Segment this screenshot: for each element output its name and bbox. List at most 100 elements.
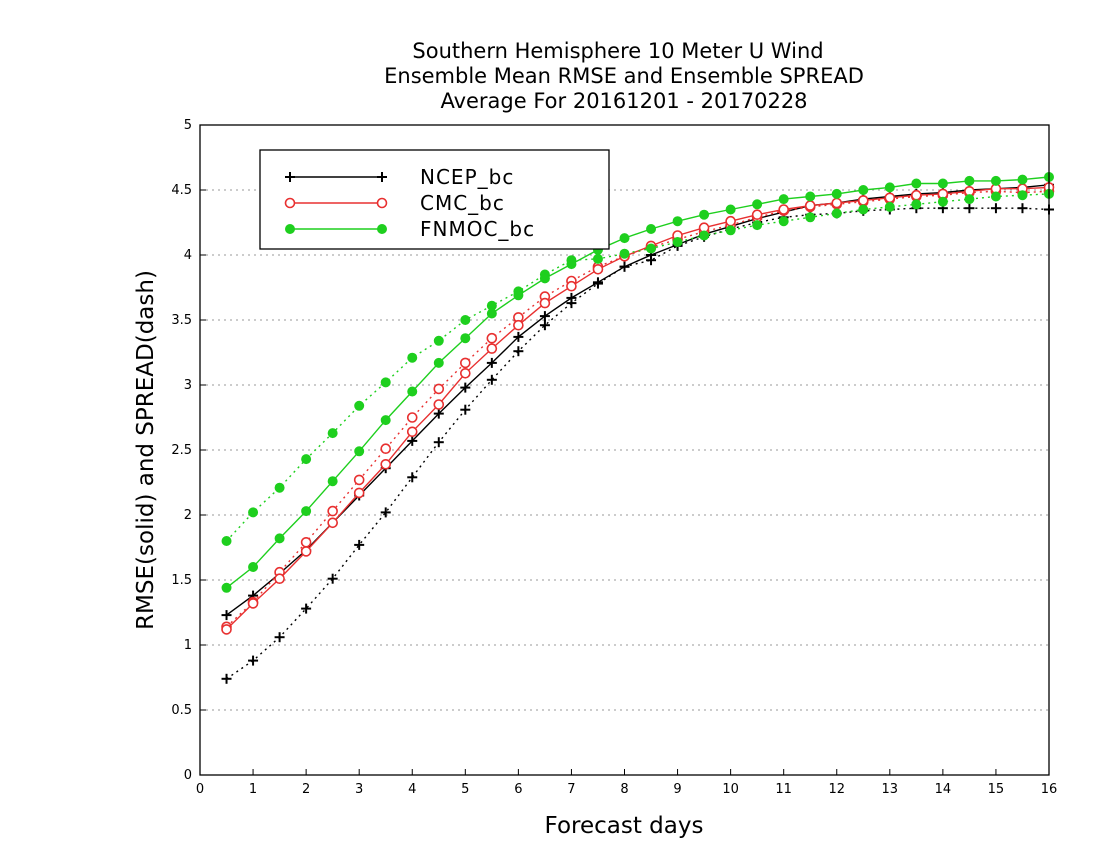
legend-entry-cmc-bc: CMC_bc (284, 191, 504, 215)
cmc-bc-rmse-point (884, 192, 896, 204)
y-tick-label: 0.5 (171, 703, 192, 718)
x-axis-ticks: 0 1 2 3 4 5 6 7 8 9 10 11 12 13 14 15 16 (196, 769, 1057, 797)
x-tick-label: 10 (722, 782, 739, 797)
x-tick-label: 13 (882, 782, 899, 797)
fnmoc-bc-rmse-point (619, 233, 630, 244)
fnmoc-bc-spread-point (672, 237, 683, 247)
legend-marker (377, 172, 387, 182)
cmc-bc-rmse-point (831, 197, 843, 209)
cmc-bc-spread-point (486, 332, 498, 344)
fnmoc-bc-rmse-point (858, 185, 869, 195)
cmc-bc-spread-point (460, 357, 471, 369)
fnmoc-bc-rmse-point (672, 216, 683, 227)
x-tick-label: 11 (775, 782, 792, 797)
ncep-bc-rmse-point (486, 357, 497, 368)
fnmoc-bc-rmse-point (699, 209, 710, 220)
x-tick-label: 6 (514, 782, 522, 797)
fnmoc-bc-rmse-point (539, 273, 550, 284)
fnmoc-bc-spread-point (699, 230, 710, 241)
ncep-bc-rmse-point (566, 292, 577, 303)
cmc-bc-spread-series (221, 186, 1055, 633)
fnmoc-bc-spread-point (407, 352, 418, 363)
cmc-bc-rmse-point (300, 546, 312, 557)
ncep-bc-rmse-point (592, 277, 603, 288)
ncep-bc-rmse-point (407, 435, 418, 446)
legend-marker (285, 172, 295, 182)
y-tick-label: 0 (184, 768, 192, 783)
fnmoc-bc-spread-point (433, 335, 444, 346)
ncep-bc-spread-point (513, 346, 524, 357)
cmc-bc-rmse-point (221, 624, 232, 635)
legend-marker (285, 224, 295, 234)
fnmoc-bc-spread-point (354, 400, 365, 411)
cmc-bc-spread-line (226, 190, 1050, 628)
x-tick-label: 3 (355, 782, 363, 797)
fnmoc-bc-spread-point (619, 248, 630, 259)
fnmoc-bc-rmse-point (486, 308, 497, 319)
y-axis-ticks: 0 0.5 1 1.5 2 2.5 3 3.5 4 4.5 5 (171, 118, 206, 783)
ncep-bc-spread-point (248, 655, 259, 666)
fnmoc-bc-rmse-point (221, 582, 232, 593)
x-tick-label: 8 (620, 782, 628, 797)
x-tick-label: 15 (988, 782, 1005, 797)
legend-label: FNMOC_bc (420, 217, 535, 241)
fnmoc-bc-spread-point (301, 454, 312, 465)
legend-label: NCEP_bc (420, 165, 514, 189)
cmc-bc-rmse-point (406, 426, 418, 438)
fnmoc-bc-spread-point (752, 220, 763, 231)
fnmoc-bc-rmse-series (221, 172, 1054, 593)
ncep-bc-spread-point (327, 573, 338, 584)
y-tick-label: 1 (184, 638, 192, 653)
fnmoc-bc-spread-point (327, 428, 338, 439)
x-tick-label: 5 (461, 782, 469, 797)
cmc-bc-rmse-point (778, 204, 789, 215)
y-axis-label: RMSE(solid) and SPREAD(dash) (133, 270, 159, 630)
chart-title: Southern Hemisphere 10 Meter U Wind Ense… (384, 39, 864, 113)
fnmoc-bc-rmse-point (433, 357, 444, 368)
fnmoc-bc-rmse-point (725, 204, 736, 215)
legend-entry-ncep-bc: NCEP_bc (285, 165, 514, 189)
cmc-bc-rmse-point (486, 343, 498, 354)
x-tick-label: 2 (302, 782, 310, 797)
x-tick-label: 12 (828, 782, 845, 797)
cmc-bc-rmse-point (327, 517, 338, 529)
fnmoc-bc-spread-point (990, 191, 1001, 202)
ncep-bc-spread-series (221, 203, 1054, 684)
title-line-2: Ensemble Mean RMSE and Ensemble SPREAD (384, 64, 864, 88)
fnmoc-bc-spread-point (778, 216, 789, 227)
ncep-bc-spread-point (433, 437, 444, 448)
cmc-bc-rmse-point (804, 200, 816, 211)
fnmoc-bc-rmse-point (752, 199, 763, 210)
fnmoc-bc-spread-point (248, 507, 259, 518)
y-tick-label: 2.5 (171, 443, 192, 458)
ncep-bc-rmse-point (221, 610, 232, 621)
fnmoc-bc-rmse-point (884, 182, 895, 193)
cmc-bc-spread-point (433, 383, 445, 395)
cmc-bc-rmse-point (751, 209, 763, 220)
y-tick-label: 3.5 (171, 313, 192, 328)
fnmoc-bc-rmse-point (805, 191, 816, 202)
ncep-bc-spread-point (301, 603, 312, 614)
fnmoc-bc-rmse-point (327, 476, 338, 487)
fnmoc-bc-rmse-point (831, 188, 842, 199)
cmc-bc-rmse-series (221, 182, 1055, 635)
fnmoc-bc-spread-point (911, 199, 922, 210)
cmc-bc-rmse-point (274, 573, 285, 585)
ncep-bc-rmse-point (433, 408, 444, 419)
ncep-bc-spread-line (226, 207, 1050, 680)
legend-box (259, 149, 610, 250)
fnmoc-bc-rmse-point (646, 224, 657, 234)
cmc-bc-rmse-point (539, 297, 551, 309)
cmc-bc-rmse-point (433, 399, 445, 410)
y-tick-label: 5 (184, 118, 192, 133)
cmc-bc-rmse-point (911, 189, 922, 201)
fnmoc-bc-spread-point (592, 253, 603, 264)
ncep-bc-spread-point (407, 472, 418, 483)
fnmoc-bc-rmse-point (354, 446, 365, 457)
ncep-bc-spread-point (990, 203, 1001, 214)
title-line-1: Southern Hemisphere 10 Meter U Wind (412, 39, 823, 63)
fnmoc-bc-spread-series (221, 188, 1054, 546)
fnmoc-bc-spread-point (805, 212, 816, 223)
ncep-bc-spread-point (539, 320, 550, 331)
